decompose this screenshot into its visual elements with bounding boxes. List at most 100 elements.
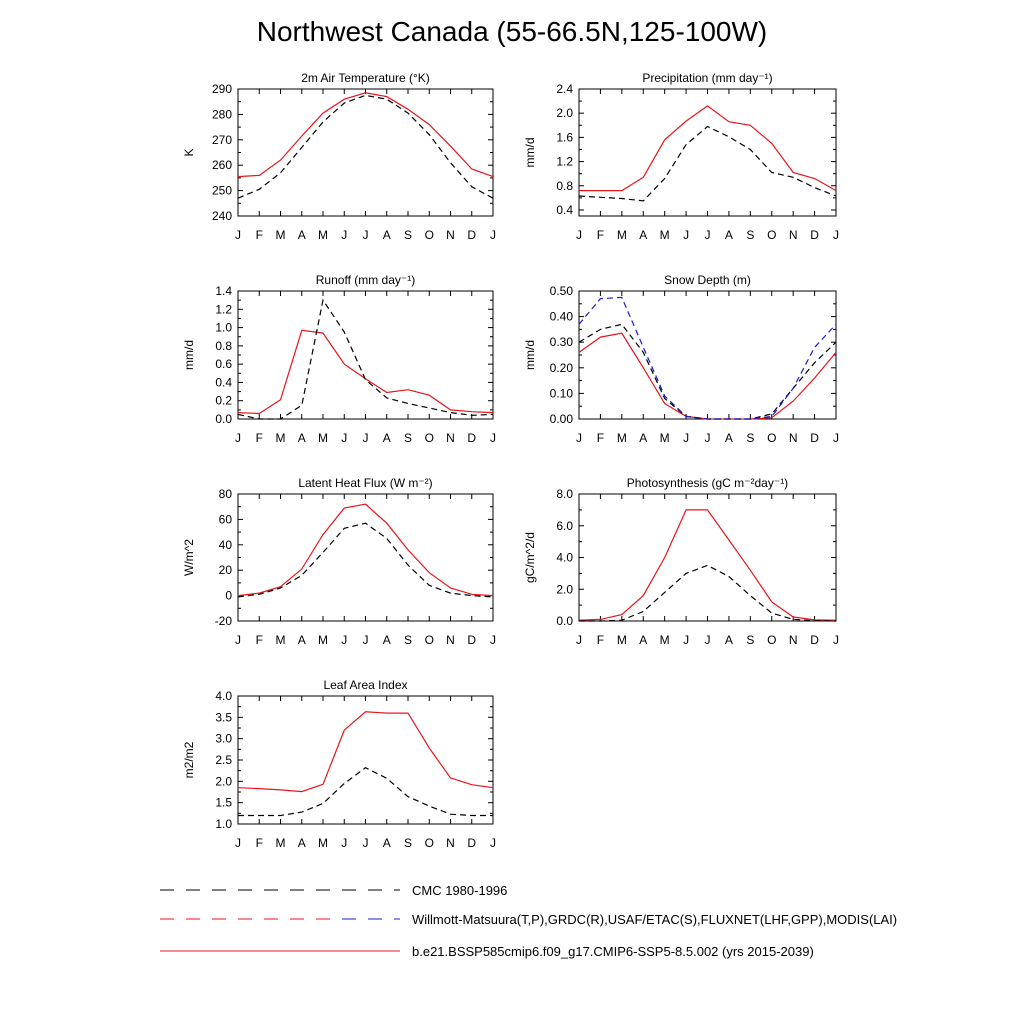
- x-tick-label: J: [576, 228, 582, 242]
- x-tick-label: J: [341, 836, 347, 850]
- x-tick-label: N: [446, 228, 455, 242]
- chart-panel-3: Runoff (mm day⁻¹) mm/d 0.0 0.2 0.4 0.6 0.8 1.0 1…: [182, 273, 496, 445]
- y-tick-label: 3.5: [215, 710, 232, 724]
- x-tick-label: F: [256, 431, 263, 445]
- panel-title: Photosynthesis (gC m⁻²day⁻¹): [627, 476, 788, 490]
- x-tick-label: J: [490, 431, 496, 445]
- y-axis-label: mm/d: [523, 340, 537, 370]
- series-line-model: [578, 509, 837, 621]
- y-tick-label: 8.0: [556, 487, 573, 501]
- x-tick-label: M: [276, 633, 286, 647]
- y-tick-label: 1.0: [215, 817, 232, 831]
- y-tick-label: 280: [212, 107, 232, 121]
- panel-title: Snow Depth (m): [664, 273, 751, 287]
- x-tick-label: N: [789, 633, 798, 647]
- x-tick-label: J: [490, 836, 496, 850]
- x-tick-label: O: [425, 633, 434, 647]
- y-tick-label: 0.4: [215, 375, 232, 389]
- series-line-obs: [578, 125, 837, 202]
- x-tick-label: M: [276, 228, 286, 242]
- series-line-model: [237, 329, 494, 415]
- y-tick-label: 0.30: [550, 335, 574, 349]
- plot-frame: [578, 290, 837, 420]
- x-tick-label: D: [810, 633, 819, 647]
- y-tick-label: 2.5: [215, 753, 232, 767]
- x-tick-label: J: [705, 633, 711, 647]
- x-tick-label: O: [767, 228, 776, 242]
- x-tick-label: J: [235, 228, 241, 242]
- x-tick-label: J: [490, 633, 496, 647]
- y-tick-label: 0: [225, 589, 232, 603]
- series-line-obs: [238, 766, 493, 817]
- x-tick-label: J: [705, 431, 711, 445]
- x-tick-label: J: [341, 633, 347, 647]
- panel-title: Leaf Area Index: [323, 678, 407, 692]
- y-tick-label: 250: [212, 184, 232, 198]
- x-tick-label: D: [810, 431, 819, 445]
- y-tick-label: 0.00: [550, 412, 574, 426]
- x-tick-label: J: [705, 228, 711, 242]
- x-tick-label: N: [789, 431, 798, 445]
- y-tick-label: 0.0: [215, 412, 232, 426]
- y-tick-label: -20: [215, 614, 233, 628]
- series-line-model: [579, 105, 837, 192]
- x-tick-label: M: [318, 431, 328, 445]
- x-tick-label: A: [298, 633, 306, 647]
- series-line-model: [237, 711, 494, 793]
- x-tick-label: O: [425, 836, 434, 850]
- legend-entry: CMC 1980-1996: [160, 883, 507, 898]
- x-tick-label: M: [318, 228, 328, 242]
- y-tick-label: 2.0: [556, 106, 573, 120]
- x-tick-label: M: [318, 633, 328, 647]
- plot-frame: [237, 493, 494, 622]
- chart-panel-1: 2m Air Temperature (°K) K 240 250 260 270 280 2…: [182, 71, 496, 242]
- x-tick-label: O: [767, 431, 776, 445]
- x-tick-label: J: [683, 228, 689, 242]
- x-tick-label: J: [363, 633, 369, 647]
- y-tick-label: 60: [219, 512, 233, 526]
- x-tick-label: M: [660, 431, 670, 445]
- x-tick-label: N: [789, 228, 798, 242]
- chart-panel-7: Leaf Area Index m2/m2 1.0 1.5 2.0 2.5 3.0 3.5 4.…: [182, 678, 496, 850]
- x-tick-label: D: [467, 228, 476, 242]
- x-tick-label: O: [425, 431, 434, 445]
- plot-frame: [578, 493, 837, 622]
- y-tick-label: 0.10: [550, 386, 574, 400]
- x-tick-label: D: [810, 228, 819, 242]
- plot-frame: [237, 290, 494, 420]
- x-tick-label: F: [256, 633, 263, 647]
- x-tick-label: D: [467, 431, 476, 445]
- series-line-model: [237, 92, 494, 178]
- y-tick-label: 6.0: [556, 519, 573, 533]
- y-tick-label: 0.8: [556, 179, 573, 193]
- y-tick-label: 0.6: [215, 357, 232, 371]
- x-tick-label: J: [683, 431, 689, 445]
- x-tick-label: J: [576, 431, 582, 445]
- plot-frame: [237, 695, 494, 825]
- y-tick-label: 0.2: [215, 394, 232, 408]
- y-tick-label: 240: [212, 209, 232, 223]
- x-tick-label: J: [833, 431, 839, 445]
- x-tick-label: D: [467, 836, 476, 850]
- y-tick-label: 2.0: [556, 582, 573, 596]
- x-tick-label: F: [256, 228, 263, 242]
- series-line-obs: [237, 298, 494, 420]
- y-tick-label: 1.4: [215, 284, 232, 298]
- x-tick-label: M: [617, 228, 627, 242]
- x-tick-label: A: [298, 228, 306, 242]
- panel-title: Runoff (mm day⁻¹): [316, 273, 415, 287]
- x-tick-label: S: [404, 633, 412, 647]
- y-tick-label: 0.8: [215, 339, 232, 353]
- y-tick-label: 0.0: [556, 614, 573, 628]
- x-tick-label: S: [404, 431, 412, 445]
- x-tick-label: J: [363, 836, 369, 850]
- legend: CMC 1980-1996 Willmott-Matsuura(T,P),GRDC…: [160, 883, 897, 959]
- legend-label: b.e21.BSSP585cmip6.f09_g17.CMIP6-SSP5-8.…: [412, 944, 814, 959]
- x-tick-label: O: [767, 633, 776, 647]
- x-tick-label: J: [363, 228, 369, 242]
- legend-label: CMC 1980-1996: [412, 883, 507, 898]
- x-tick-label: M: [318, 836, 328, 850]
- y-tick-label: 3.0: [215, 732, 232, 746]
- chart-panel-2: Precipitation (mm day⁻¹) mm/d 0.4 0.8 1.2 1.6…: [523, 71, 839, 242]
